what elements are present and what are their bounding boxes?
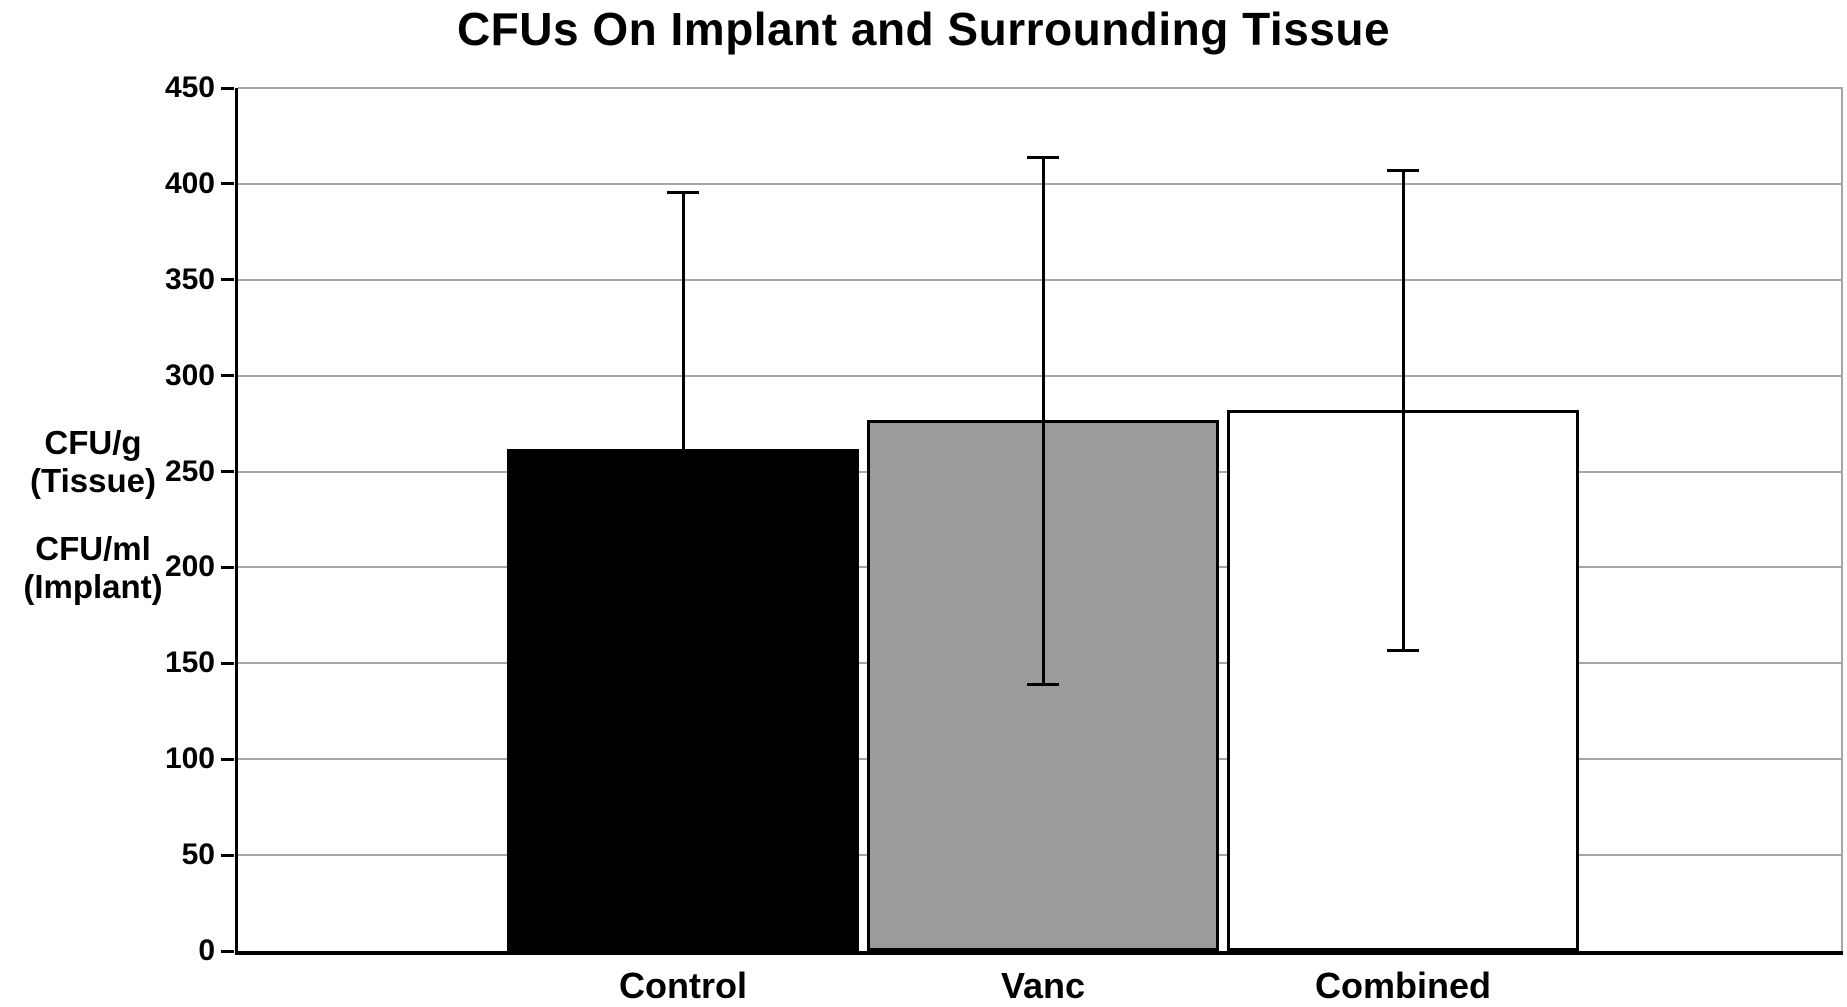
y-tick-mark-300 xyxy=(221,374,234,378)
gridline-450 xyxy=(238,87,1843,89)
error-bar-vanc xyxy=(1041,157,1045,685)
y-tick-mark-0 xyxy=(221,949,234,953)
x-category-label-vanc: Vanc xyxy=(1000,965,1086,1006)
y-tick-mark-250 xyxy=(221,470,234,474)
y-tick-mark-150 xyxy=(221,661,234,665)
chart-title: CFUs On Implant and Surrounding Tissue xyxy=(456,3,1391,55)
y-axis-label-line: CFU/ml xyxy=(35,530,151,567)
error-bar-cap-top-vanc xyxy=(1027,156,1059,160)
y-axis-label-group-0: CFU/g (Tissue) xyxy=(8,424,178,500)
y-tick-label-450: 450 xyxy=(164,71,215,104)
error-bar-cap-bottom-combined xyxy=(1387,648,1419,652)
y-tick-mark-200 xyxy=(221,565,234,569)
y-tick-mark-100 xyxy=(221,757,234,761)
y-axis-label-line: (Implant) xyxy=(23,568,163,605)
plot-right-border xyxy=(1841,88,1843,951)
error-bar-cap-top-control xyxy=(667,190,699,194)
y-tick-mark-350 xyxy=(221,278,234,282)
y-axis-label-line: CFU/g xyxy=(44,424,142,461)
gridline-300 xyxy=(238,374,1843,377)
gridline-400 xyxy=(238,182,1843,185)
y-tick-label-250: 250 xyxy=(164,454,215,488)
x-category-label-combined: Combined xyxy=(1315,965,1491,1006)
bar-control xyxy=(507,448,859,951)
error-bar-cap-bottom-vanc xyxy=(1027,683,1059,687)
y-tick-label-400: 400 xyxy=(164,166,215,200)
y-axis-label-line: (Tissue) xyxy=(30,462,156,499)
x-category-label-control: Control xyxy=(619,965,747,1006)
y-tick-label-350: 350 xyxy=(164,262,215,296)
y-tick-mark-50 xyxy=(221,853,234,857)
y-axis-label-group-1: CFU/ml (Implant) xyxy=(8,530,178,606)
y-tick-label-100: 100 xyxy=(164,742,215,776)
y-tick-label-200: 200 xyxy=(164,550,215,584)
y-tick-label-0: 0 xyxy=(198,934,215,967)
plot-area: 0 50 100 150 200 250 300 350 400 450 Control Vanc C… xyxy=(165,71,1843,1006)
y-tick-label-50: 50 xyxy=(181,838,215,872)
error-bar-control xyxy=(681,191,685,449)
y-tick-mark-450 xyxy=(221,86,234,90)
error-bar-cap-top-combined xyxy=(1387,169,1419,173)
y-axis-label: CFU/g (Tissue) CFU/ml (Implant) xyxy=(8,424,178,606)
gridline-350 xyxy=(238,278,1843,281)
y-tick-label-150: 150 xyxy=(164,646,215,680)
y-tick-mark-400 xyxy=(221,182,234,186)
y-tick-label-300: 300 xyxy=(164,358,215,392)
error-bar-combined xyxy=(1401,170,1405,650)
